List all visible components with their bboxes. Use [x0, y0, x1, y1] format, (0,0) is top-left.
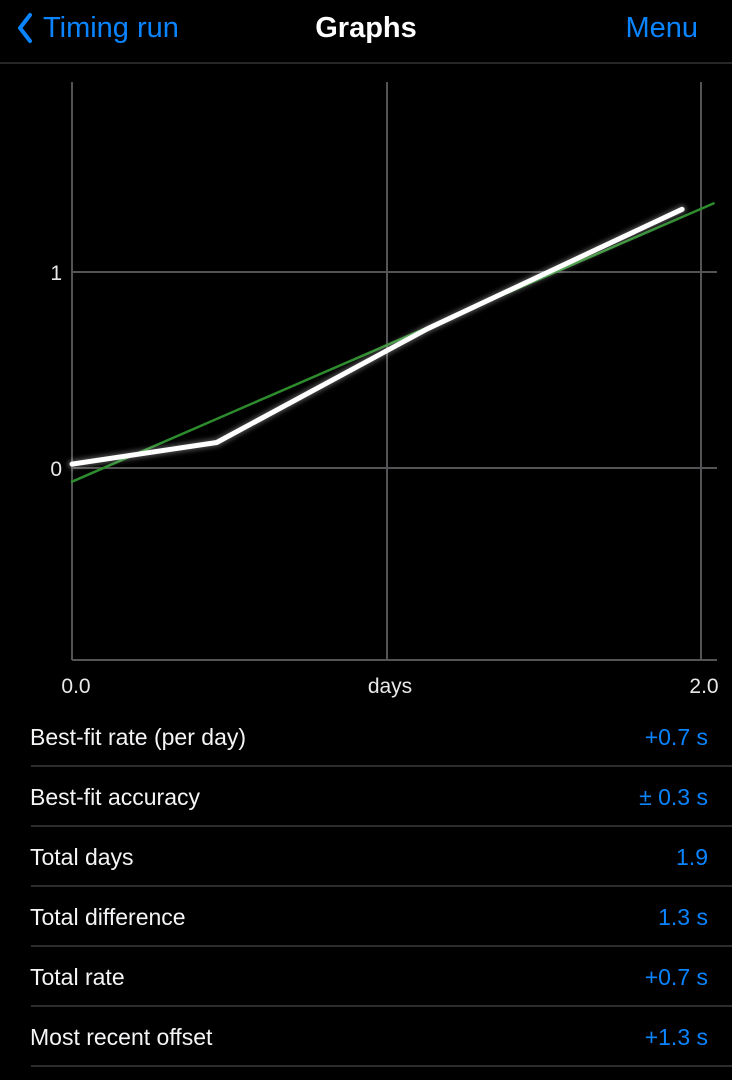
menu-button[interactable]: Menu [625, 11, 698, 44]
offset-vs-days-chart: 1 0 0.0 days 2.0 [50, 82, 719, 698]
nav-bar: Timing run Graphs Menu [0, 0, 732, 64]
stat-label: Total difference [30, 903, 186, 930]
back-button[interactable]: Timing run [17, 12, 179, 44]
stat-label: Best-fit rate (per day) [30, 723, 247, 750]
stats-table: Best-fit rate (per day) +0.7 s Best-fit … [0, 707, 732, 1067]
stat-label: Best-fit accuracy [30, 783, 200, 810]
row-total-difference: Total difference 1.3 s [0, 887, 732, 947]
row-best-fit-rate: Best-fit rate (per day) +0.7 s [0, 707, 732, 767]
stat-label: Most recent offset [30, 1023, 213, 1050]
y-tick-0: 0 [50, 458, 62, 481]
stat-value: +1.3 s [644, 1023, 708, 1050]
axis-labels: 1 0 0.0 days 2.0 [50, 262, 718, 698]
grid-lines [71, 82, 717, 661]
stat-value: +0.7 s [644, 963, 708, 990]
chart-container: 1 0 0.0 days 2.0 [0, 64, 732, 707]
stat-value: 1.3 s [658, 903, 708, 930]
row-total-rate: Total rate +0.7 s [0, 947, 732, 1007]
row-most-recent-offset: Most recent offset +1.3 s [0, 1007, 732, 1067]
stat-value: 1.9 [676, 843, 708, 870]
stat-value: ± 0.3 s [639, 783, 708, 810]
measured-offset [69, 206, 685, 467]
stat-label: Total days [30, 843, 134, 870]
y-tick-1: 1 [50, 262, 62, 285]
x-tick-2: 2.0 [689, 675, 718, 698]
row-total-days: Total days 1.9 [0, 827, 732, 887]
chart-series [67, 202, 715, 483]
x-tick-0: 0.0 [61, 675, 90, 698]
chevron-left-icon [18, 13, 32, 43]
row-best-fit-accuracy: Best-fit accuracy ± 0.3 s [0, 767, 732, 827]
x-axis-title: days [368, 675, 412, 698]
stat-value: +0.7 s [644, 723, 708, 750]
stat-label: Total rate [30, 963, 125, 990]
back-button-label: Timing run [43, 11, 179, 44]
